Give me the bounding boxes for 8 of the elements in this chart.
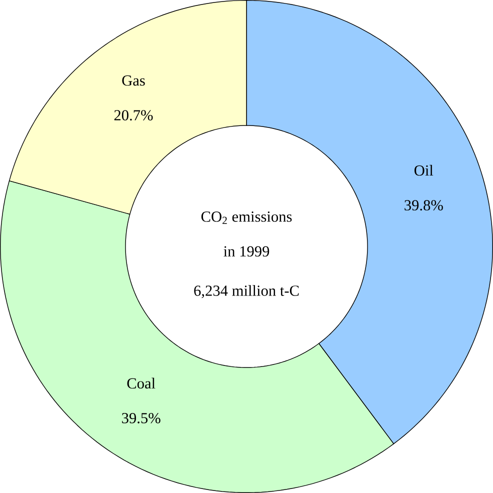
data-label: 39.8% — [404, 200, 443, 211]
text: 6,234 million t-C — [194, 285, 299, 298]
data-label: 20.7% — [114, 110, 153, 120]
slice-label: Coal — [127, 378, 156, 389]
slice-label: Oil — [414, 164, 434, 176]
chart-title: CO$_{2}$ emissions in 1999 — [201, 212, 292, 257]
slice-label: Gas — [122, 75, 145, 86]
data-label: 39.5% — [122, 412, 160, 424]
